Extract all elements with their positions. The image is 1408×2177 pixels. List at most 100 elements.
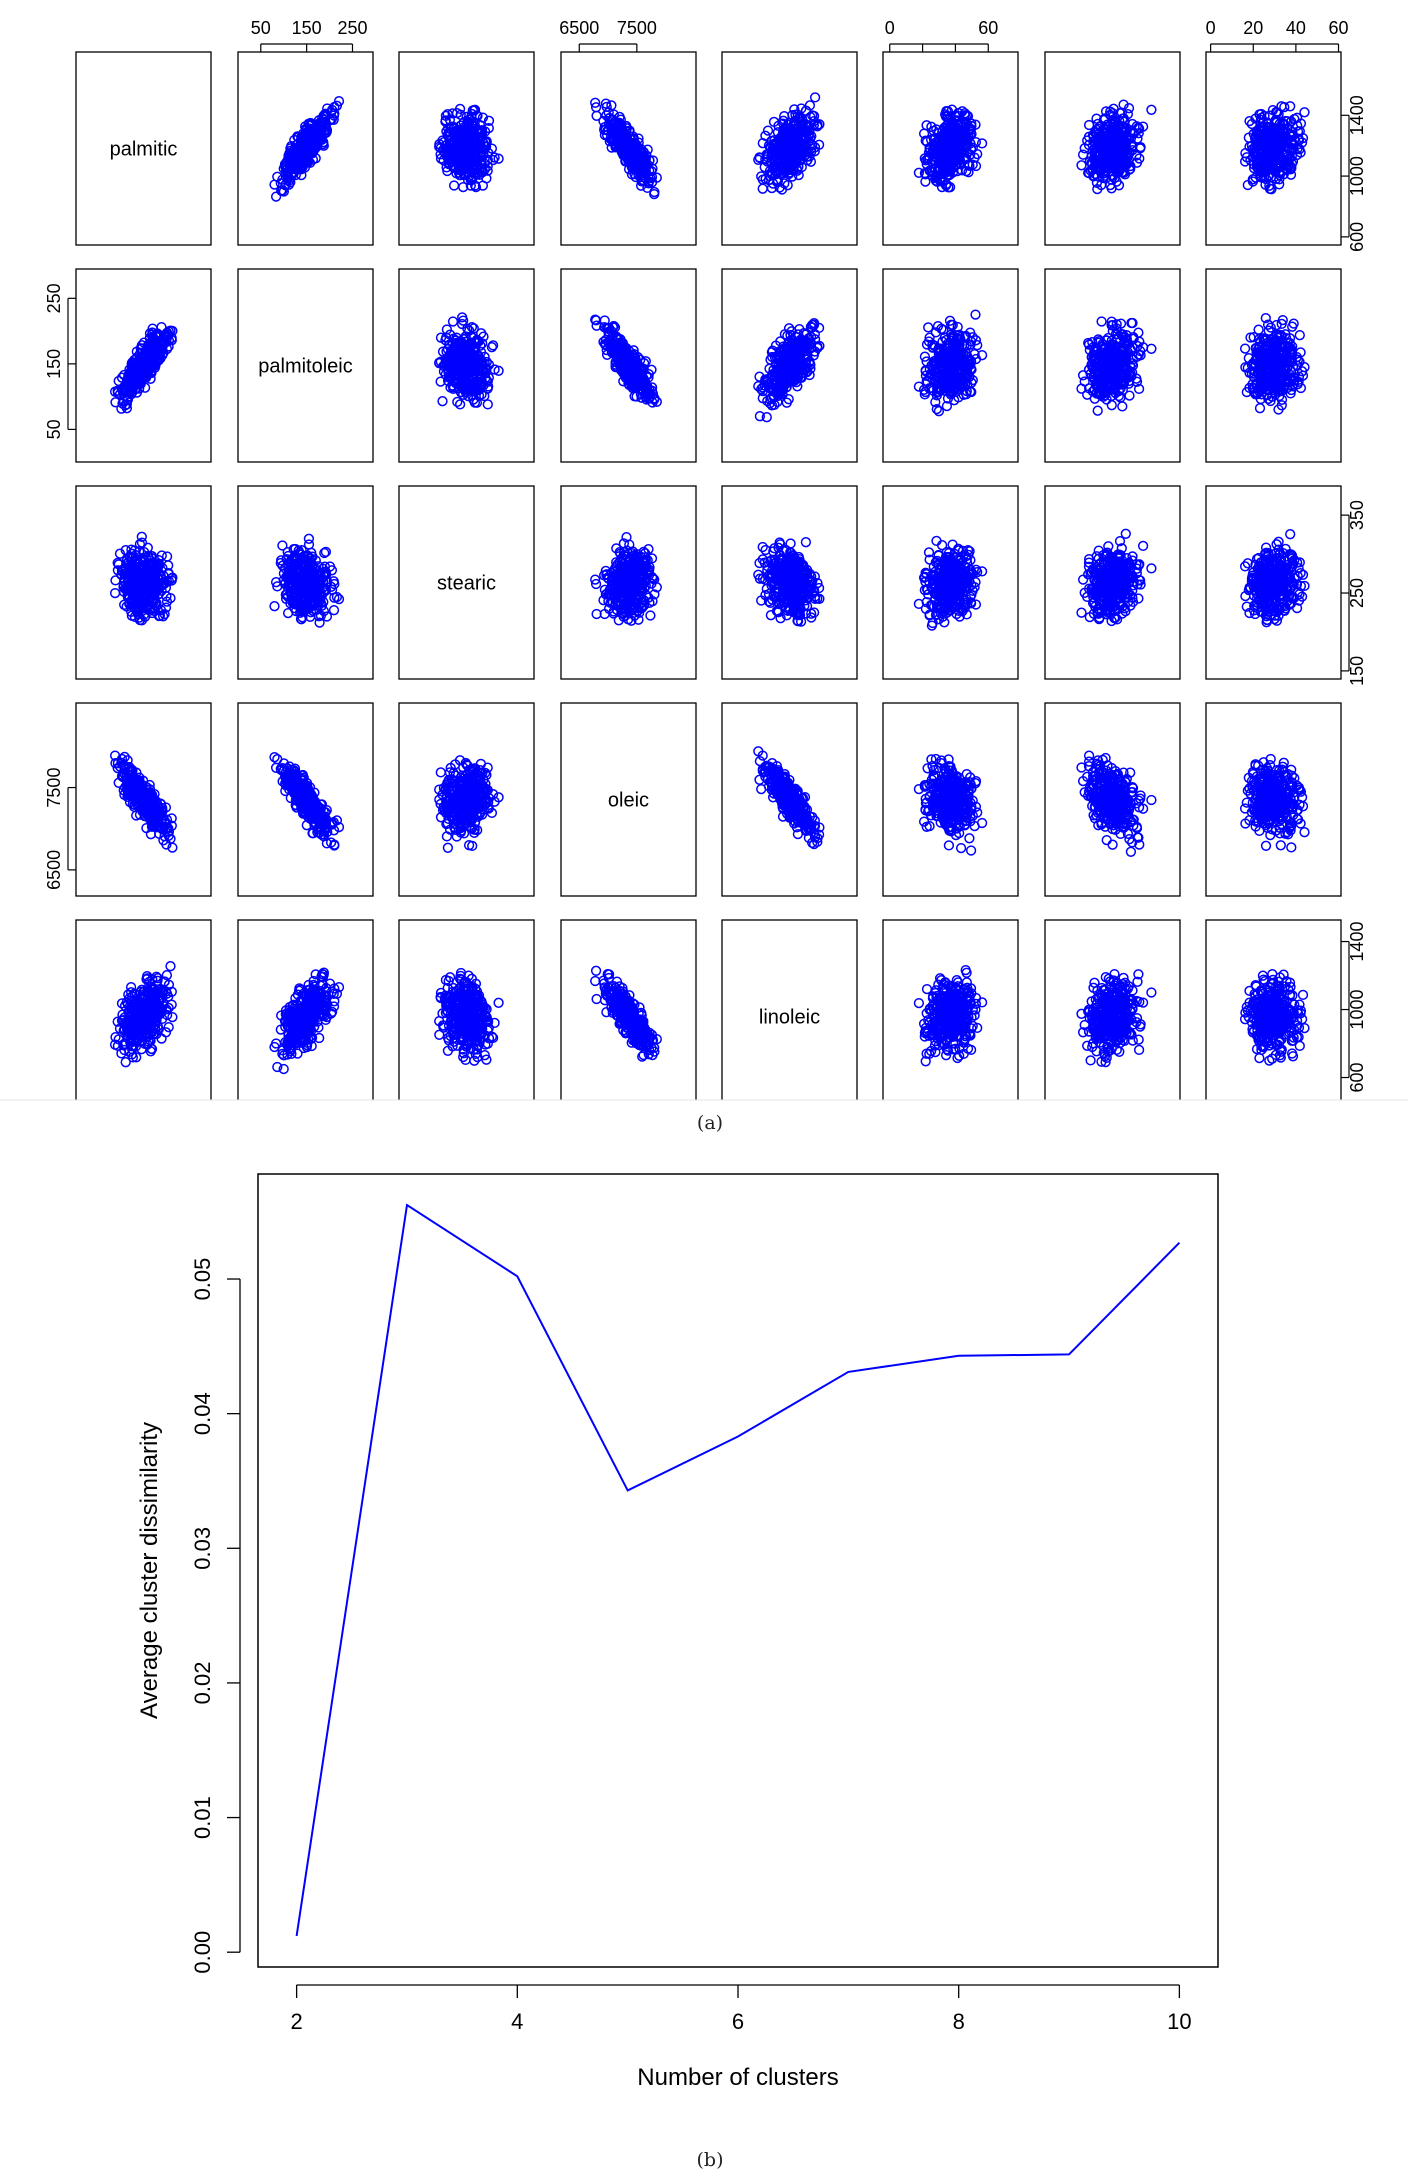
panel-frame-palmitic-stearic bbox=[398, 51, 535, 246]
data-point bbox=[458, 124, 470, 135]
variable-label-oleic: oleic bbox=[608, 790, 649, 812]
variable-label-palmitic: palmitic bbox=[110, 139, 178, 161]
data-point bbox=[296, 131, 307, 143]
data-point bbox=[591, 110, 602, 121]
data-point bbox=[309, 127, 320, 139]
panel-frame-palmitic-arachidic bbox=[1044, 51, 1181, 246]
data-point bbox=[1106, 400, 1117, 411]
data-point bbox=[472, 132, 483, 143]
panel-frame-palmitoleic-eicosenoic bbox=[1205, 268, 1342, 463]
panel-frame-palmitic-palmitoleic bbox=[237, 51, 374, 246]
data-point bbox=[455, 136, 467, 148]
data-point bbox=[1299, 107, 1310, 118]
data-point bbox=[976, 138, 988, 149]
panel-frame-linoleic-stearic bbox=[398, 919, 535, 1100]
panel-frame-stearic-linoleic bbox=[721, 485, 858, 680]
panel-frame-oleic-linoleic bbox=[721, 702, 858, 897]
data-point bbox=[474, 119, 486, 131]
data-point bbox=[461, 134, 472, 146]
scatter-panel-palmitic-vs-stearic bbox=[434, 103, 504, 193]
panel-frame-linoleic-eicosenoic bbox=[1205, 919, 1342, 1100]
panel-frame-linoleic-linolenic bbox=[882, 919, 1019, 1100]
panel-frame-oleic-palmitoleic bbox=[237, 702, 374, 897]
data-point bbox=[458, 181, 469, 193]
panel-frame-linoleic-oleic bbox=[560, 919, 697, 1100]
data-point bbox=[470, 152, 482, 164]
data-point bbox=[933, 406, 945, 417]
data-point bbox=[331, 100, 343, 111]
data-point bbox=[437, 396, 448, 407]
matrix-body: palmiticpalmitoleicstearicoleiclinoleic5… bbox=[44, 18, 1367, 1100]
data-point bbox=[1146, 343, 1157, 354]
scatter-panel-palmitoleic-vs-linoleic bbox=[753, 317, 825, 423]
data-point bbox=[450, 162, 461, 174]
scatter-panel-palmitoleic-vs-stearic bbox=[434, 312, 504, 410]
scatter-panel-palmitic-vs-palmitoleic bbox=[269, 96, 345, 202]
data-point bbox=[304, 136, 316, 147]
data-point bbox=[481, 173, 492, 184]
data-point bbox=[318, 140, 329, 151]
data-point bbox=[288, 154, 299, 166]
data-point bbox=[319, 116, 330, 128]
panel-frame-palmitic-eicosenoic bbox=[1205, 51, 1342, 246]
panel-frame-oleic-arachidic bbox=[1044, 702, 1181, 897]
data-point bbox=[461, 111, 472, 123]
variable-label-palmitoleic: palmitoleic bbox=[258, 356, 352, 378]
data-point bbox=[442, 129, 453, 141]
data-point bbox=[762, 125, 774, 136]
data-point bbox=[447, 316, 459, 327]
data-point bbox=[472, 110, 483, 122]
data-point bbox=[282, 170, 293, 182]
data-point bbox=[440, 116, 451, 127]
scatter-panel-palmitoleic-vs-eicosenoic bbox=[1239, 312, 1310, 415]
scatter-panel-palmitoleic-vs-oleic bbox=[590, 314, 662, 408]
data-point bbox=[1146, 104, 1157, 115]
scatter-panel-palmitic-vs-arachidic bbox=[1076, 99, 1157, 195]
scatter-panel-palmitic-vs-linolenic bbox=[913, 104, 988, 193]
scatter-panel-palmitoleic-vs-palmitic bbox=[109, 321, 178, 414]
data-point bbox=[475, 159, 486, 170]
data-point bbox=[320, 111, 331, 122]
data-point bbox=[316, 119, 327, 130]
scatterplot-matrix: palmiticpalmitoleicstearicoleiclinoleic5… bbox=[0, 18, 1408, 1101]
panel-frame-palmitoleic-linoleic bbox=[721, 268, 858, 463]
data-point bbox=[301, 157, 312, 168]
panel-frame-oleic-oleic bbox=[560, 702, 697, 897]
panel-frame-stearic-palmitoleic bbox=[237, 485, 374, 680]
panel-frame-stearic-oleic bbox=[560, 485, 697, 680]
data-point bbox=[444, 126, 456, 138]
data-point bbox=[270, 191, 282, 202]
data-point bbox=[1254, 403, 1266, 414]
data-point bbox=[277, 185, 288, 196]
panel-frame-palmitic-linolenic bbox=[882, 51, 1019, 246]
data-point bbox=[471, 138, 482, 150]
data-point bbox=[757, 183, 768, 194]
data-point bbox=[465, 180, 476, 191]
panel-frame-palmitoleic-stearic bbox=[398, 268, 535, 463]
panel-frame-palmitoleic-palmitic bbox=[75, 268, 212, 463]
data-point bbox=[464, 170, 475, 182]
data-point bbox=[282, 174, 293, 185]
data-point bbox=[448, 180, 460, 191]
scatter-panel-palmitic-vs-oleic bbox=[590, 97, 662, 200]
data-point bbox=[487, 154, 499, 166]
data-point bbox=[1239, 343, 1251, 354]
data-point bbox=[442, 109, 453, 120]
data-point bbox=[482, 399, 493, 410]
data-point bbox=[486, 143, 498, 154]
scatter-panel-palmitic-vs-linoleic bbox=[753, 92, 825, 195]
panel-frame-linoleic-linoleic bbox=[721, 919, 858, 1100]
panel-frame-stearic-linolenic bbox=[882, 485, 1019, 680]
variable-label-stearic: stearic bbox=[437, 573, 496, 595]
data-point bbox=[455, 164, 467, 175]
panel-frame-palmitic-linoleic bbox=[721, 51, 858, 246]
variable-label-linoleic: linoleic bbox=[759, 1007, 820, 1029]
panel-frame-oleic-linolenic bbox=[882, 702, 1019, 897]
panel-frame-oleic-eicosenoic bbox=[1205, 702, 1342, 897]
panel-frame-palmitoleic-palmitoleic bbox=[237, 268, 374, 463]
panel-frame-oleic-stearic bbox=[398, 702, 535, 897]
data-point bbox=[809, 92, 821, 103]
panel-frame-linoleic-palmitic bbox=[75, 919, 212, 1100]
data-point bbox=[444, 114, 456, 125]
